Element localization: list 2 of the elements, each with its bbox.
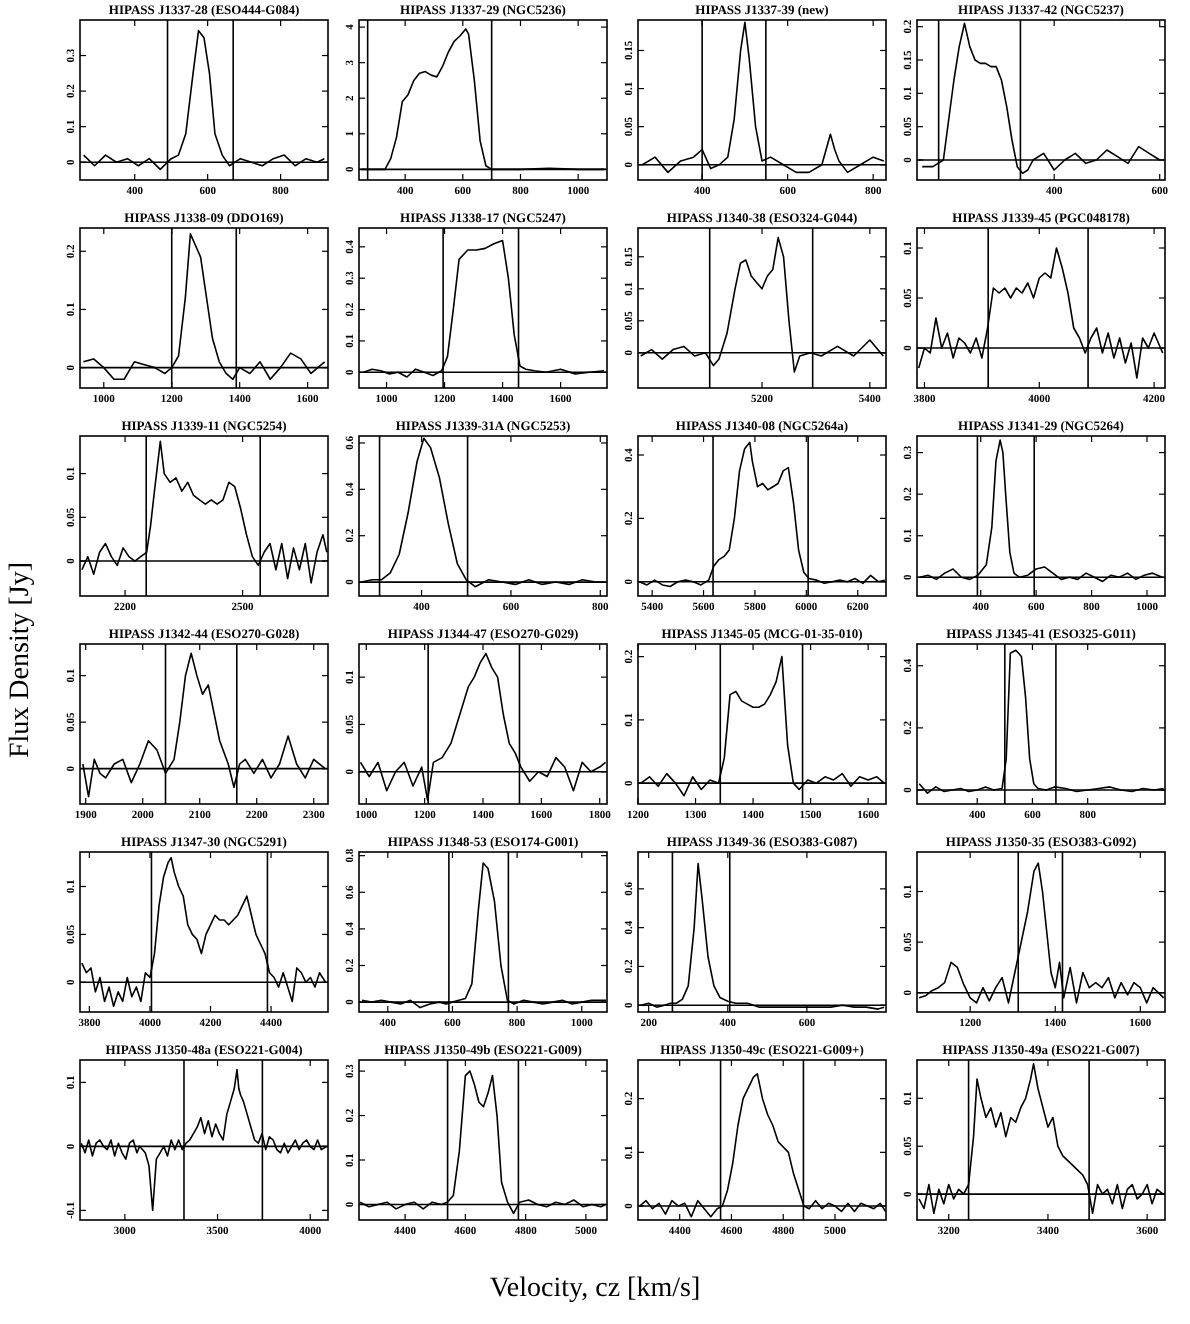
- text: Velocity, cz [km/s]: [489, 1274, 701, 1304]
- text: Flux Density [Jy]: [6, 562, 36, 758]
